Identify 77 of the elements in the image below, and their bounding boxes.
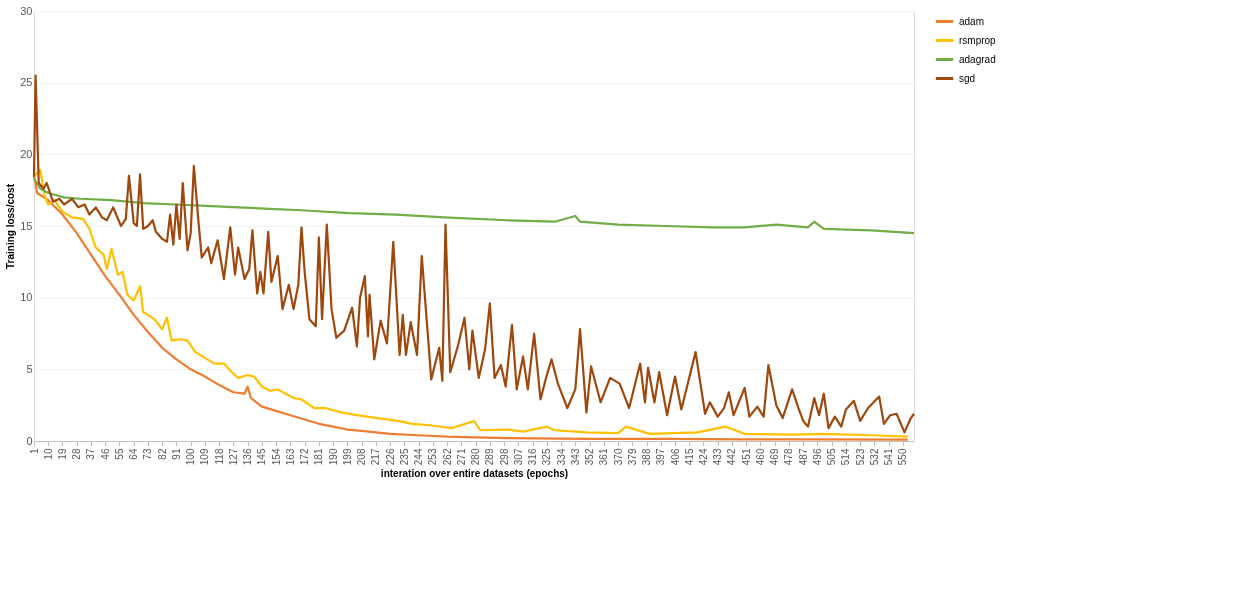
- x-tick-label: 307: [512, 448, 524, 466]
- x-tick-label: 64: [128, 448, 140, 460]
- legend-label: adagrad: [959, 53, 996, 65]
- y-tick-label: 5: [26, 362, 33, 375]
- x-tick-label: 433: [712, 448, 724, 466]
- x-tick-label: 388: [641, 448, 653, 466]
- x-tick-label: 478: [783, 448, 795, 466]
- x-tick-label: 541: [883, 448, 895, 466]
- x-tick-label: 262: [441, 448, 453, 466]
- x-tick-label: 361: [598, 448, 610, 466]
- x-tick-label: 532: [868, 448, 880, 466]
- x-tick-label: 289: [484, 448, 496, 466]
- x-tick-label: 235: [398, 448, 410, 466]
- y-tick-label: 15: [20, 219, 33, 232]
- y-axis-title: Training loss/cost: [5, 183, 17, 270]
- x-tick-label: 127: [227, 448, 239, 466]
- x-tick-label: 109: [199, 448, 211, 466]
- x-tick-label: 451: [740, 448, 752, 466]
- x-tick-label: 145: [256, 448, 268, 466]
- x-tick-label: 325: [541, 448, 553, 466]
- x-tick-label: 28: [71, 448, 83, 460]
- x-tick-label: 415: [683, 448, 695, 466]
- x-tick-label: 154: [270, 448, 282, 466]
- x-axis-title: interation over entire datasets (epochs): [380, 468, 569, 480]
- x-tick-label: 226: [384, 448, 396, 466]
- x-tick-label: 397: [655, 448, 667, 466]
- x-tick-label: 379: [626, 448, 638, 466]
- y-tick-label: 0: [26, 434, 33, 447]
- x-tick-label: 343: [569, 448, 581, 466]
- x-tick-label: 55: [113, 448, 125, 460]
- x-tick-label: 163: [284, 448, 296, 466]
- y-tick-label: 25: [20, 76, 33, 89]
- x-tick-label: 280: [470, 448, 482, 466]
- x-tick-label: 46: [99, 448, 111, 460]
- x-tick-label: 19: [56, 448, 68, 460]
- x-tick-label: 244: [413, 448, 425, 466]
- y-tick-label: 20: [20, 147, 33, 160]
- x-tick-label: 370: [612, 448, 624, 466]
- x-tick-label: 118: [213, 448, 225, 465]
- x-tick-label: 217: [370, 448, 382, 466]
- x-tick-label: 91: [170, 448, 182, 460]
- x-tick-label: 10: [42, 448, 54, 460]
- legend-label: sgd: [959, 72, 976, 84]
- x-tick-label: 181: [313, 448, 325, 466]
- x-tick-label: 1: [28, 448, 40, 455]
- x-tick-label: 505: [826, 448, 838, 466]
- line-series: [32, 74, 916, 434]
- x-tick-label: 460: [754, 448, 766, 466]
- x-tick-label: 514: [840, 448, 852, 466]
- x-tick-label: 469: [769, 448, 781, 466]
- x-tick-label: 208: [356, 448, 368, 466]
- x-tick-label: 298: [498, 448, 510, 466]
- x-tick-label: 316: [527, 448, 539, 466]
- x-tick-label: 73: [142, 448, 154, 460]
- x-tick-label: 190: [327, 448, 339, 466]
- x-tick-label: 172: [299, 448, 311, 466]
- x-tick-label: 136: [242, 448, 254, 466]
- x-tick-label: 100: [185, 448, 197, 466]
- x-tick-label: 523: [854, 448, 866, 466]
- y-tick-label: 10: [20, 291, 33, 304]
- x-tick-label: 82: [156, 448, 168, 460]
- legend-label: rsmprop: [959, 34, 997, 46]
- x-tick-label: 550: [897, 448, 909, 466]
- legend-label: adam: [959, 15, 985, 27]
- y-tick-label: 30: [20, 4, 33, 17]
- x-tick-label: 424: [698, 448, 709, 466]
- x-tick-label: 334: [555, 448, 567, 466]
- x-tick-label: 487: [797, 448, 809, 466]
- x-tick-label: 199: [341, 448, 353, 466]
- x-tick-label: 37: [85, 448, 97, 460]
- x-tick-label: 442: [726, 448, 738, 466]
- x-tick-label: 496: [811, 448, 823, 466]
- x-tick-label: 406: [669, 448, 681, 466]
- line-series: [32, 177, 916, 235]
- x-tick-label: 352: [584, 448, 596, 466]
- x-tick-label: 253: [427, 448, 439, 466]
- x-tick-label: 271: [455, 448, 467, 466]
